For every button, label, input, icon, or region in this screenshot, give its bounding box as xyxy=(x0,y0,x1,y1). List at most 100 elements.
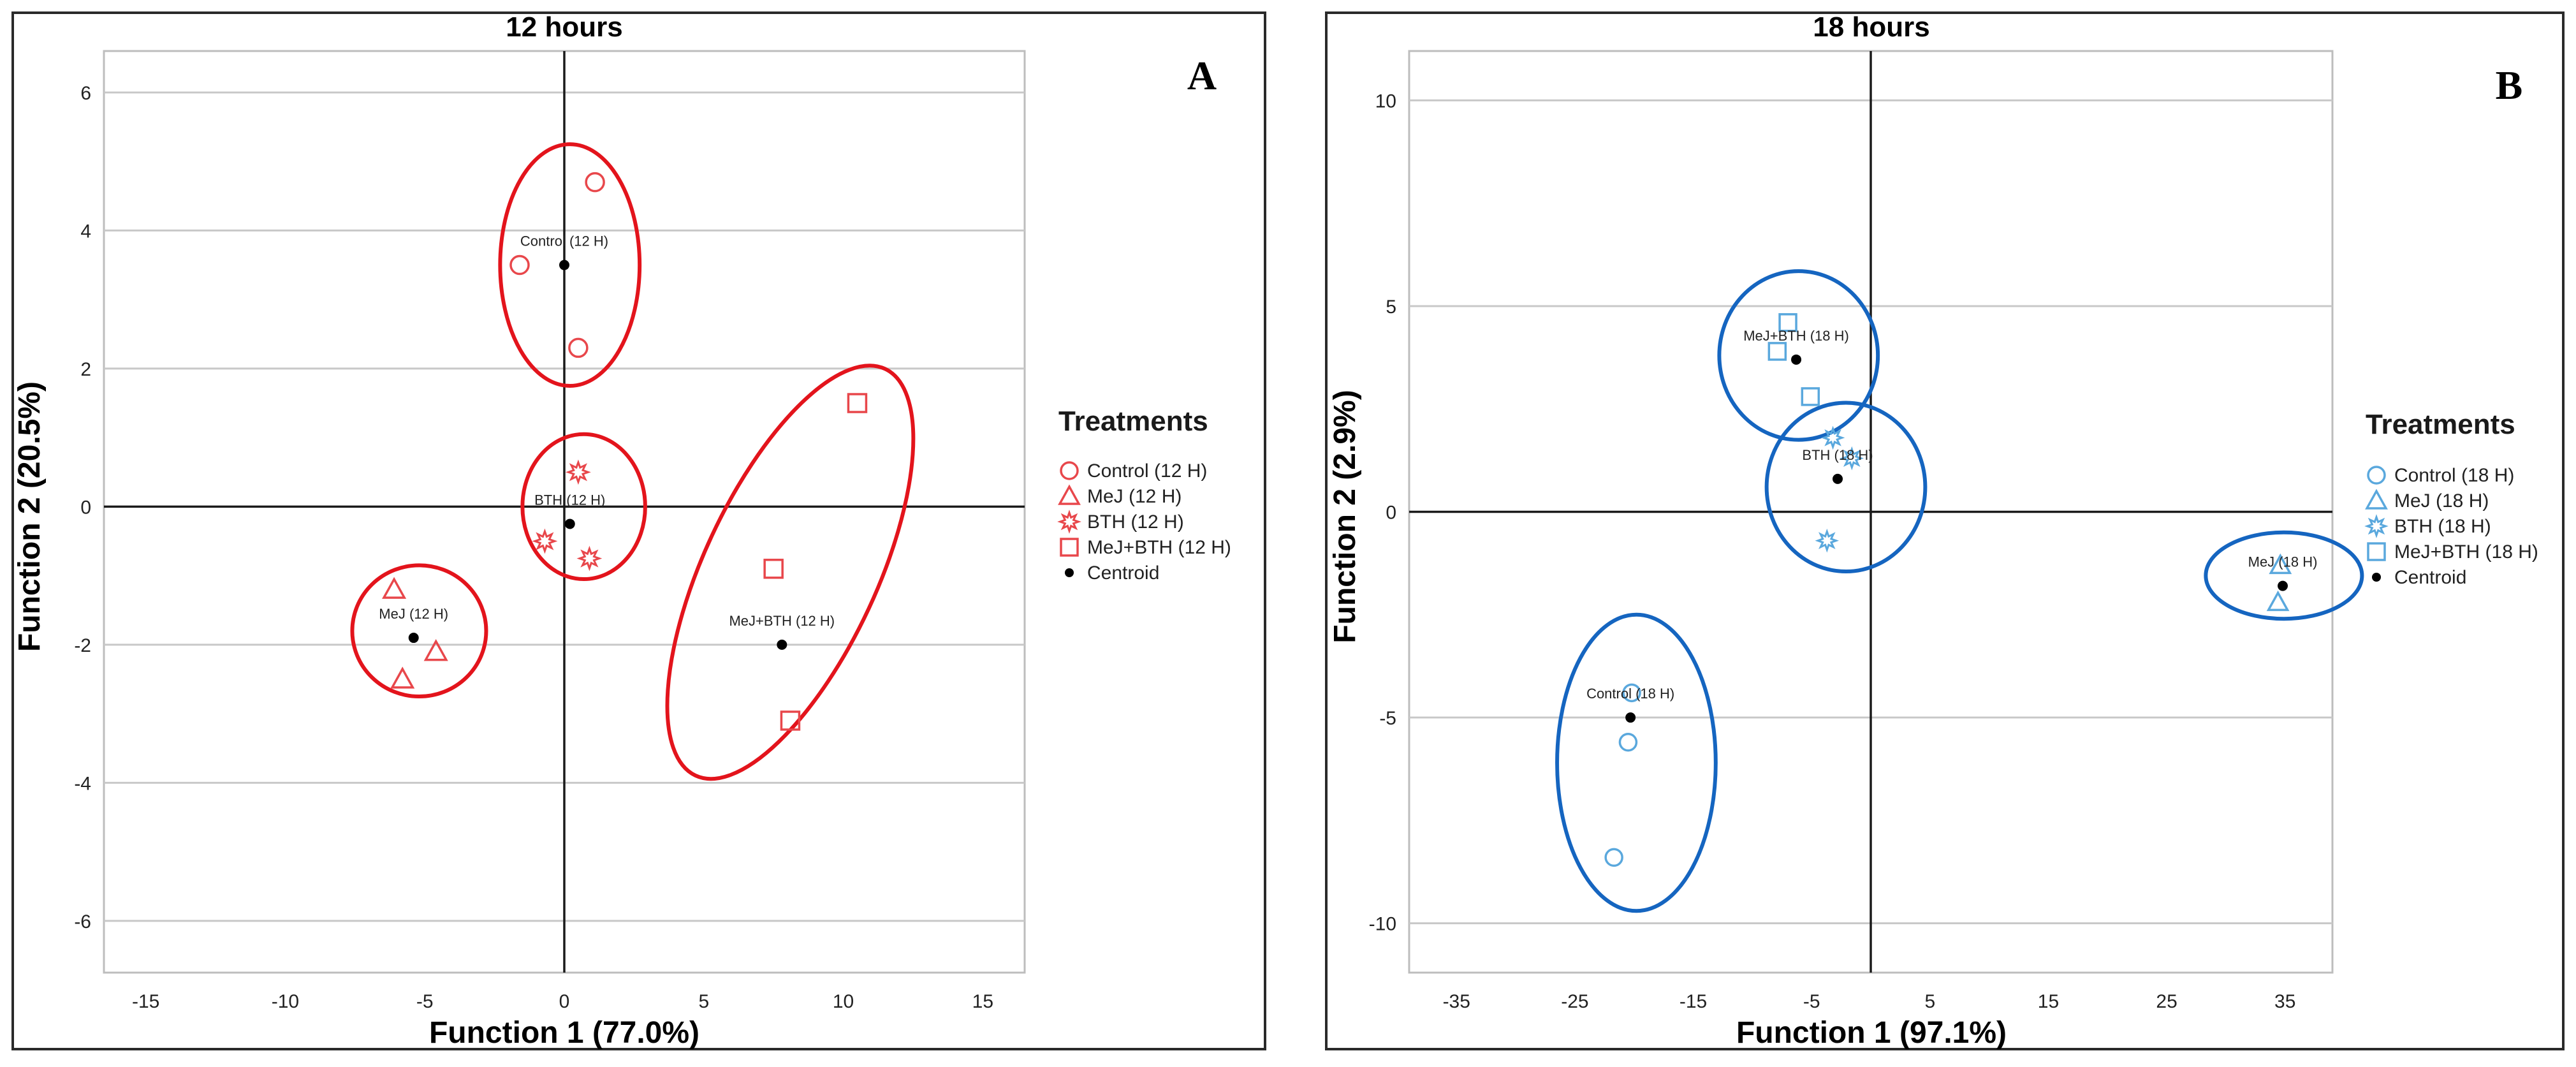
data-point xyxy=(1801,387,1820,406)
panel-letter: A xyxy=(1187,53,1217,98)
data-point xyxy=(532,528,558,554)
y-axis-label: Function 2 (20.5%) xyxy=(13,381,47,652)
legend-centroid-marker xyxy=(2372,573,2381,582)
x-tick-label: 10 xyxy=(833,991,854,1012)
data-point xyxy=(2266,590,2290,612)
group-ellipse xyxy=(2204,530,2364,621)
y-tick-label: 0 xyxy=(80,497,91,518)
group-ellipse xyxy=(520,432,647,582)
panel-frame xyxy=(11,11,1266,1050)
centroid-label: BTH (12 H) xyxy=(534,492,605,508)
group-ellipse xyxy=(1717,269,1880,442)
group-ellipse xyxy=(1555,612,1718,913)
chart-title: 18 hours xyxy=(1813,11,1929,43)
data-point xyxy=(1618,733,1638,752)
centroid-point xyxy=(559,260,569,270)
data-point xyxy=(1815,528,1840,553)
legend-marker xyxy=(2365,489,2388,510)
group-ellipse xyxy=(1764,401,1928,574)
x-tick-label: 15 xyxy=(972,991,993,1012)
group-ellipse xyxy=(350,563,488,699)
legend-marker xyxy=(2364,514,2389,538)
legend-label: MeJ+BTH (12 H) xyxy=(1087,537,1231,558)
panel-letter: B xyxy=(2496,63,2523,108)
y-tick-label: 2 xyxy=(80,359,91,380)
x-axis-label: Function 1 (97.1%) xyxy=(1736,1016,2007,1050)
x-tick-label: -10 xyxy=(272,991,299,1012)
y-tick-label: -4 xyxy=(74,773,91,794)
centroid-point xyxy=(564,519,575,529)
legend-label: Control (12 H) xyxy=(1087,460,1207,482)
x-tick-label: 15 xyxy=(2038,991,2059,1012)
data-point xyxy=(390,666,415,689)
centroid-label: BTH (18 H) xyxy=(1802,447,1873,463)
y-tick-label: 10 xyxy=(1375,91,1396,112)
x-tick-label: -5 xyxy=(416,991,434,1012)
legend-label: BTH (18 H) xyxy=(2394,516,2491,537)
x-tick-label: -25 xyxy=(1561,991,1588,1012)
x-tick-label: 5 xyxy=(698,991,709,1012)
legend-label: Centroid xyxy=(2394,567,2466,588)
legend-label: MeJ (12 H) xyxy=(1087,486,1182,507)
y-tick-label: 0 xyxy=(1386,503,1396,524)
panel-frame xyxy=(1325,11,2565,1050)
centroid-label: Control (18 H) xyxy=(1586,686,1674,702)
y-tick-label: 4 xyxy=(80,221,91,242)
legend-marker xyxy=(1060,538,1079,557)
data-point xyxy=(763,559,784,579)
data-point xyxy=(1820,425,1845,450)
data-point xyxy=(1778,313,1797,332)
y-tick-label: -10 xyxy=(1369,914,1396,935)
data-point xyxy=(2269,553,2292,575)
y-tick-label: -6 xyxy=(74,911,91,932)
y-axis-label: Function 2 (2.9%) xyxy=(1328,390,1362,643)
centroid-point xyxy=(777,639,787,650)
y-tick-label: 6 xyxy=(80,83,91,104)
legend-marker xyxy=(1057,510,1081,534)
legend-label: MeJ (18 H) xyxy=(2394,490,2489,511)
centroid-label: MeJ+BTH (12 H) xyxy=(729,613,835,629)
legend-centroid-marker xyxy=(1065,568,1074,577)
centroid-point xyxy=(1833,473,1843,484)
centroid-label: MeJ (12 H) xyxy=(379,606,448,622)
legend-marker xyxy=(2367,466,2386,485)
data-point xyxy=(1604,848,1623,867)
legend-label: BTH (12 H) xyxy=(1087,511,1184,533)
legend-marker xyxy=(1060,461,1079,480)
data-point xyxy=(576,545,603,571)
data-point xyxy=(1767,342,1787,361)
x-axis-label: Function 1 (77.0%) xyxy=(429,1016,699,1050)
legend-marker xyxy=(1058,484,1081,505)
data-point xyxy=(568,337,589,358)
x-tick-label: -5 xyxy=(1803,991,1820,1012)
data-point xyxy=(1840,446,1864,471)
y-tick-label: 5 xyxy=(1386,297,1396,318)
group-ellipse xyxy=(665,364,916,781)
centroid-point xyxy=(2278,580,2288,591)
data-point xyxy=(382,577,407,599)
x-tick-label: 25 xyxy=(2156,991,2177,1012)
centroid-point xyxy=(1625,712,1636,723)
chart-title: 12 hours xyxy=(506,11,622,43)
x-tick-label: -15 xyxy=(132,991,159,1012)
legend-marker xyxy=(2367,542,2386,561)
centroid-point xyxy=(1791,354,1802,365)
legend-label: Control (18 H) xyxy=(2394,465,2514,486)
y-tick-label: -5 xyxy=(1379,708,1396,729)
data-point xyxy=(585,172,605,193)
x-tick-label: 35 xyxy=(2274,991,2295,1012)
centroid-label: MeJ+BTH (18 H) xyxy=(1743,328,1849,344)
group-ellipse xyxy=(498,142,642,388)
legend-title: Treatments xyxy=(2366,409,2515,440)
data-point xyxy=(423,638,448,661)
data-point xyxy=(780,710,801,731)
data-point xyxy=(847,393,868,413)
y-tick-label: -2 xyxy=(74,635,91,656)
legend-label: Centroid xyxy=(1087,563,1159,584)
x-tick-label: -15 xyxy=(1680,991,1707,1012)
centroid-point xyxy=(408,633,419,644)
x-tick-label: 0 xyxy=(559,991,570,1012)
data-point xyxy=(566,459,591,485)
data-point xyxy=(1622,683,1641,703)
